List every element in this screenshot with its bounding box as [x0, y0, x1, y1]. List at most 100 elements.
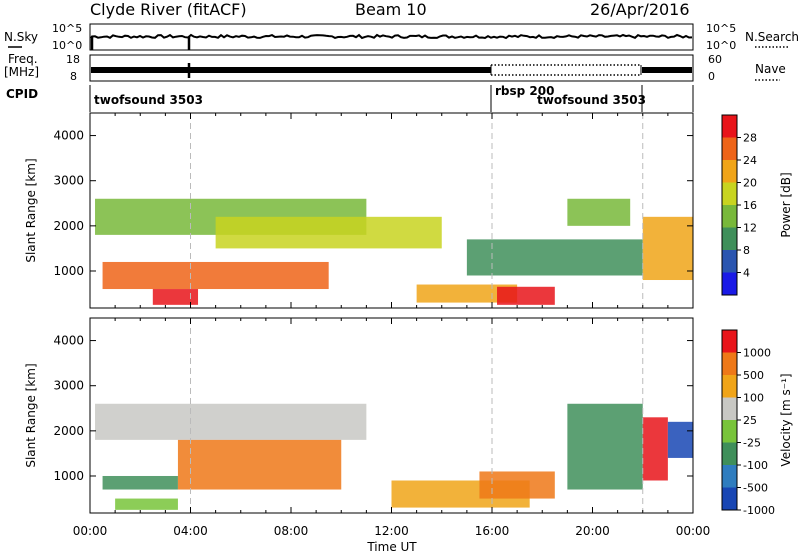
nsky-label: N.Sky — [4, 30, 38, 44]
freq-unit: [MHz] — [4, 65, 39, 79]
data-band-7 — [567, 198, 631, 226]
range-time-panels: 1000 2000 3000 4000 Slant Range [km] 28 24 20 16… — [24, 112, 793, 538]
colorbar-swatch — [722, 272, 737, 295]
nsearch-tick-top: 10^5 — [706, 22, 736, 35]
colorbar-swatch — [722, 420, 737, 443]
nsky-frame — [89, 23, 694, 51]
panel-power: 1000 2000 3000 4000 Slant Range [km] 28 24 20 16… — [24, 112, 793, 309]
x-tick-label: 00:00 — [73, 524, 108, 538]
x-tick-label: 20:00 — [575, 524, 610, 538]
colorbar-swatch — [722, 160, 737, 183]
nave-label: Nave — [755, 62, 786, 76]
colorbar-swatch — [722, 115, 737, 138]
colorbar: 1000 500 100 25 -25 -100 -500 -1000 Velocity [m … — [721, 329, 793, 517]
colorbar-swatch — [722, 227, 737, 250]
cpid-segment-3: twofsound 3503 — [537, 93, 646, 107]
cpid-label: CPID — [6, 87, 38, 101]
data-band-8 — [642, 216, 693, 281]
colorbar-title: Power [dB] — [779, 172, 793, 237]
colorbar-tick-label: 25 — [743, 414, 757, 427]
x-tick-label: 12:00 — [374, 524, 409, 538]
x-axis-title: Time UT — [366, 540, 417, 554]
data-band-8 — [667, 421, 693, 458]
freq-label: Freq. — [8, 52, 38, 66]
data-band-3 — [215, 216, 442, 249]
colorbar-swatch — [722, 137, 737, 160]
y-tick-label: 2000 — [53, 219, 84, 233]
x-tick-label: 16:00 — [475, 524, 510, 538]
nave-tick-top: 60 — [708, 53, 722, 66]
freq-frame — [89, 54, 694, 82]
freq-panel: Freq. [MHz] 18 8 60 0 Nave — [4, 52, 786, 83]
y-tick-label: 1000 — [53, 469, 84, 483]
colorbar-tick-label: 4 — [743, 267, 750, 280]
data-band-2 — [177, 439, 342, 490]
colorbar-title: Velocity [m s⁻¹] — [779, 373, 793, 466]
nsky-panel: N.Sky 10^5 10^0 10^5 10^0 N.Search — [4, 22, 799, 52]
data-band-5 — [479, 471, 555, 499]
data-band-5 — [497, 286, 555, 305]
x-tick-label: 00:00 — [676, 524, 711, 538]
freq-tick-top: 18 — [66, 53, 80, 66]
y-axis-title: Slant Range [km] — [24, 363, 38, 467]
colorbar-tick-label: -500 — [743, 482, 768, 495]
data-band-7 — [642, 417, 668, 481]
data-band-1 — [102, 475, 178, 490]
date-title: 26/Apr/2016 — [590, 0, 690, 19]
freq-band-1 — [91, 67, 491, 73]
nsky-trace — [90, 33, 693, 40]
colorbar-tick-label: 28 — [743, 132, 757, 145]
y-tick-label: 3000 — [53, 174, 84, 188]
colorbar-tick-label: 20 — [743, 177, 757, 190]
colorbar-swatch — [722, 375, 737, 398]
colorbar-swatch — [722, 205, 737, 228]
colorbar-swatch — [722, 330, 737, 353]
colorbar-tick-label: -25 — [743, 437, 761, 450]
y-axis-title: Slant Range [km] — [24, 158, 38, 262]
data-band-0 — [102, 261, 329, 290]
station-title: Clyde River (fitACF) — [90, 0, 247, 19]
y-tick-label: 1000 — [53, 264, 84, 278]
data-cells — [95, 198, 693, 305]
colorbar-tick-label: 100 — [743, 392, 764, 405]
colorbar-swatch — [722, 352, 737, 375]
y-tick-label: 3000 — [53, 379, 84, 393]
nsearch-label: N.Search — [745, 30, 799, 44]
freq-band-2 — [642, 67, 692, 73]
colorbar-tick-label: 8 — [743, 244, 750, 257]
panel-velocity: 1000 2000 3000 4000 00:00 04:00 08:00 12:00 16:0… — [24, 317, 793, 538]
nsearch-tick-bottom: 10^0 — [706, 39, 736, 52]
y-tick-label: 4000 — [53, 129, 84, 143]
colorbar-swatch — [722, 487, 737, 510]
colorbar-tick-label: 16 — [743, 199, 757, 212]
cpid-segment-1: twofsound 3503 — [94, 93, 203, 107]
data-band-6 — [466, 239, 643, 276]
data-cells — [95, 403, 693, 510]
data-band-1 — [152, 289, 199, 305]
colorbar-tick-label: -1000 — [743, 504, 775, 517]
colorbar: 28 24 20 16 12 8 4 Power [dB] — [721, 114, 793, 296]
colorbar-swatch — [722, 465, 737, 488]
data-band-3 — [115, 498, 178, 510]
y-tick-label: 4000 — [53, 334, 84, 348]
nsky-tick-bottom: 10^0 — [52, 39, 82, 52]
cpid-panel: CPID twofsound 3503 rbsp 200 twofsound 3… — [6, 84, 694, 112]
cpid-segment-2: rbsp 200 — [495, 84, 554, 98]
colorbar-swatch — [722, 250, 737, 273]
x-tick-label: 08:00 — [274, 524, 309, 538]
colorbar-swatch — [722, 442, 737, 465]
colorbar-tick-label: 24 — [743, 154, 757, 167]
colorbar-swatch — [722, 397, 737, 420]
colorbar-tick-label: -100 — [743, 459, 768, 472]
colorbar-tick-label: 500 — [743, 369, 764, 382]
colorbar-tick-label: 12 — [743, 222, 757, 235]
freq-tick-bottom: 8 — [70, 70, 77, 83]
x-tick-label: 04:00 — [173, 524, 208, 538]
data-band-0 — [95, 403, 367, 440]
nsky-tick-top: 10^5 — [52, 22, 82, 35]
colorbar-tick-label: 1000 — [743, 347, 771, 360]
data-band-6 — [567, 403, 643, 490]
beam-title: Beam 10 — [355, 0, 427, 19]
colorbar-swatch — [722, 182, 737, 205]
